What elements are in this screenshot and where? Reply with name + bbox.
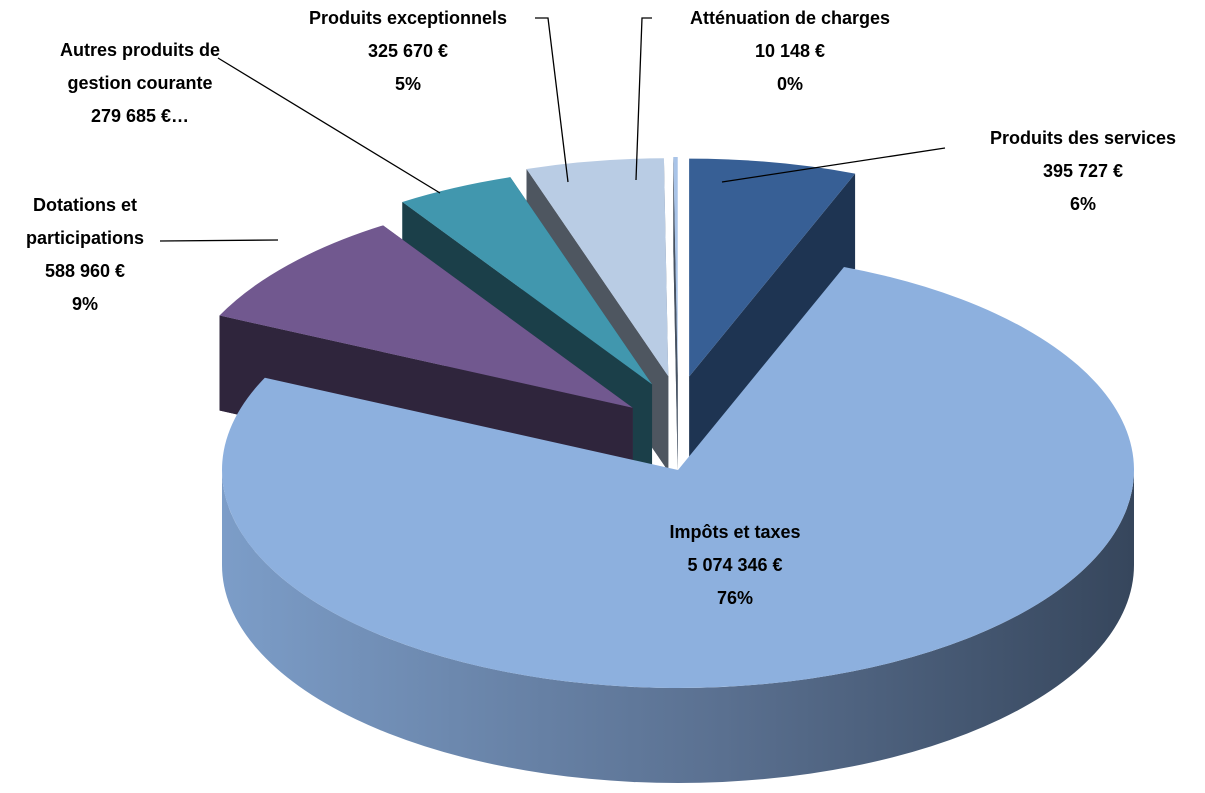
label-value: 279 685 €… xyxy=(90,106,190,126)
leader-line xyxy=(635,17,652,181)
label-category: Impôts et taxes xyxy=(669,522,801,542)
leader-line xyxy=(535,17,569,183)
label-value: 5 074 346 € xyxy=(687,555,783,575)
label-percent: 6% xyxy=(1069,194,1096,214)
leader-line xyxy=(217,57,441,194)
label-percent: 76% xyxy=(716,588,754,608)
data-label: Impôts et taxes 5 074 346 € 76% xyxy=(625,516,845,615)
slice-top xyxy=(219,225,633,408)
label-category: Produits des services xyxy=(989,128,1177,148)
label-category: Autres produits de gestion courante xyxy=(59,40,220,93)
label-value: 10 148 € xyxy=(754,41,826,61)
label-percent: 0% xyxy=(776,74,803,94)
leader-line xyxy=(721,147,946,183)
label-category: Atténuation de charges xyxy=(689,8,891,28)
slice-top xyxy=(402,177,653,385)
slice-side xyxy=(673,157,678,471)
label-value: 588 960 € xyxy=(44,261,126,281)
slice-top xyxy=(689,158,856,377)
leader-line xyxy=(159,239,279,242)
slice-top xyxy=(526,158,669,377)
data-label: Atténuation de charges 10 148 € 0% xyxy=(660,2,920,101)
slice-top xyxy=(673,157,678,376)
label-percent: 9% xyxy=(71,294,98,314)
data-label: Dotations et participations 588 960 € 9% xyxy=(0,189,170,321)
label-category: Dotations et participations xyxy=(25,195,145,248)
label-category: Produits exceptionnels xyxy=(308,8,508,28)
data-label: Produits exceptionnels 325 670 € 5% xyxy=(288,2,528,101)
label-value: 325 670 € xyxy=(367,41,449,61)
label-value: 395 727 € xyxy=(1042,161,1124,181)
slice xyxy=(221,266,1135,783)
slice-wall xyxy=(222,470,1134,783)
label-percent: 5% xyxy=(394,74,421,94)
slice-side xyxy=(689,173,856,472)
data-label: Produits des services 395 727 € 6% xyxy=(953,122,1205,221)
data-label: Autres produits de gestion courante 279 6… xyxy=(50,34,230,133)
slice-top xyxy=(221,266,1135,688)
slice xyxy=(689,158,856,472)
slice xyxy=(673,157,678,471)
